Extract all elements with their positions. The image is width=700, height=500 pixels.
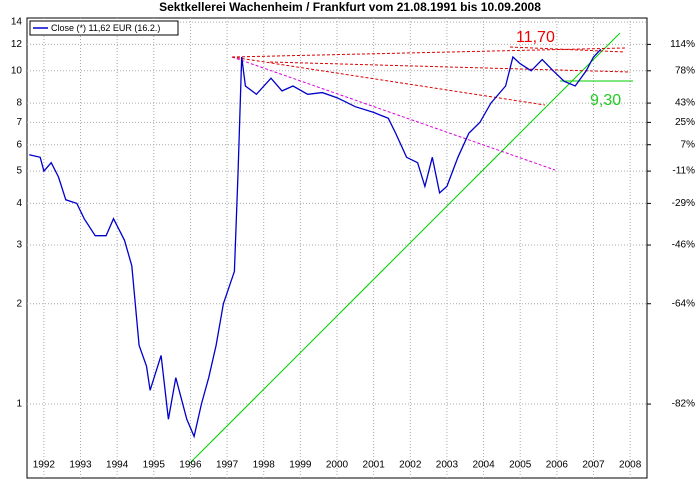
trend-line	[189, 32, 621, 464]
y-tick-label: 1	[16, 399, 22, 410]
y2-tick-label: -64%	[672, 298, 695, 309]
x-tick-label: 1998	[253, 460, 276, 471]
y-tick-label: 5	[16, 166, 22, 177]
resistance-line	[231, 47, 626, 58]
x-tick-label: 1999	[289, 460, 312, 471]
x-tick-label: 2006	[546, 460, 569, 471]
y-tick-label: 4	[16, 198, 22, 209]
y2-tick-label: 7%	[681, 139, 696, 150]
trend-line	[231, 56, 546, 106]
x-tick-label: 2004	[472, 460, 495, 471]
y2-tick-label: 114%	[670, 39, 695, 50]
y2-tick-label: -11%	[672, 166, 695, 177]
y-tick-label: 14	[11, 17, 23, 28]
trend-line	[231, 56, 556, 171]
x-tick-label: 1997	[216, 460, 239, 471]
annotation: 9,30	[590, 92, 621, 109]
y-tick-label: 7	[16, 117, 22, 128]
y-tick-label: 8	[16, 98, 22, 109]
x-tick-label: 1995	[143, 460, 166, 471]
marks	[29, 48, 602, 439]
x-tick-label: 2003	[436, 460, 459, 471]
trend-line	[269, 61, 631, 73]
y-tick-label: 3	[16, 240, 22, 251]
y2-tick-label: -82%	[672, 399, 695, 410]
trend-lines	[189, 32, 633, 464]
annotation: 11,70	[516, 29, 555, 46]
y2-tick-label: -29%	[672, 198, 695, 209]
price-line	[29, 48, 602, 439]
x-tick-label: 2005	[509, 460, 532, 471]
chart-title: Sektkellerei Wachenheim / Frankfurt vom …	[159, 0, 541, 14]
x-tick-label: 2002	[399, 460, 422, 471]
x-tick-label: 2001	[363, 460, 386, 471]
grid	[27, 18, 647, 478]
x-tick-label: 1994	[106, 460, 129, 471]
y-tick-label: 12	[11, 39, 23, 50]
x-tick-label: 1993	[69, 460, 92, 471]
x-tick-label: 2008	[619, 460, 642, 471]
x-tick-label: 2000	[326, 460, 349, 471]
y2-tick-label: -46%	[672, 240, 695, 251]
y2-tick-label: 25%	[675, 117, 695, 128]
x-tick-label: 2007	[582, 460, 605, 471]
y-tick-label: 2	[16, 298, 22, 309]
y-tick-label: 6	[16, 139, 22, 150]
y-tick-label: 10	[11, 65, 23, 76]
legend-label: Close (*) 11,62 EUR (16.2.)	[51, 23, 160, 33]
resistance-line	[509, 46, 626, 53]
x-tick-label: 1992	[33, 460, 56, 471]
x-tick-label: 1996	[179, 460, 202, 471]
y2-tick-label: 43%	[675, 98, 695, 109]
legend	[29, 20, 179, 36]
y2-tick-label: 78%	[675, 65, 695, 76]
